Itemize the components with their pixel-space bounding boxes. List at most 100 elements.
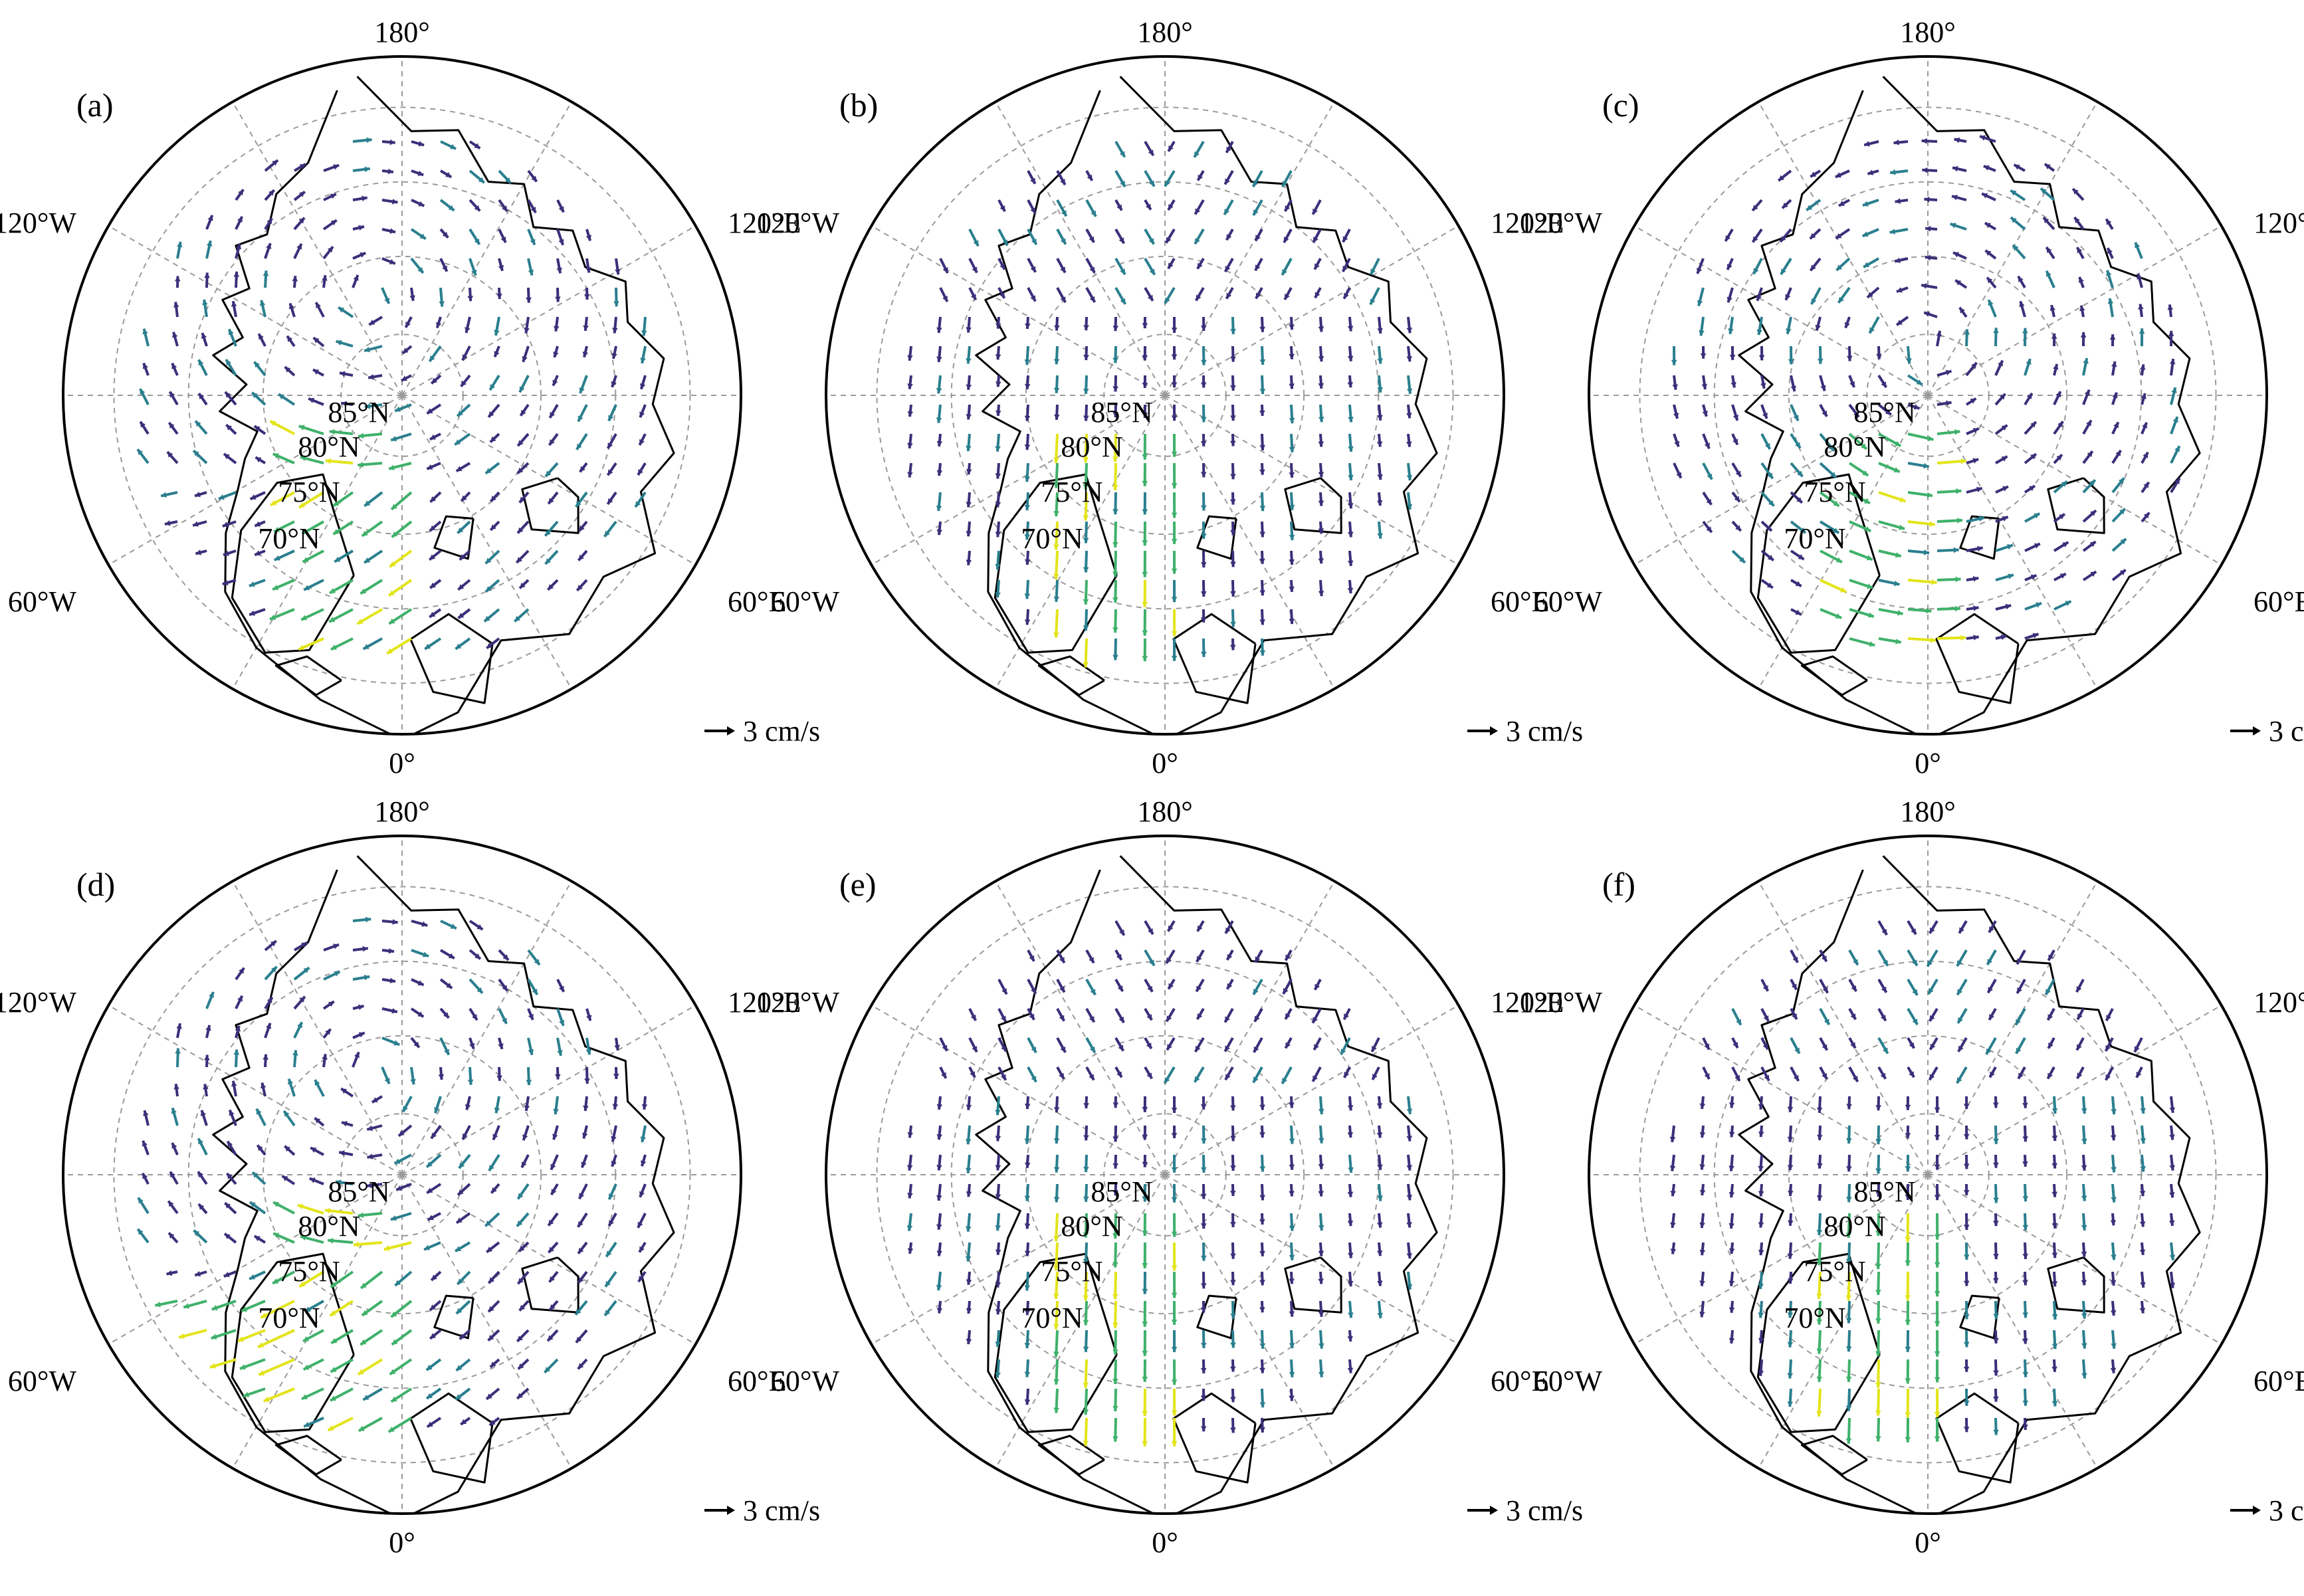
velocity-arrowhead — [1118, 1017, 1124, 1023]
velocity-arrowhead — [1787, 1136, 1794, 1142]
velocity-arrowhead — [1083, 625, 1089, 631]
velocity-arrowhead — [1945, 369, 1952, 375]
velocity-arrowhead — [531, 175, 537, 182]
velocity-arrowhead — [500, 237, 506, 243]
velocity-arrowhead — [1282, 1078, 1287, 1084]
meridian-line — [1927, 1174, 2098, 1469]
velocity-arrowhead — [1255, 292, 1261, 299]
latitude-circle — [262, 1035, 542, 1315]
velocity-arrowhead — [459, 1334, 466, 1340]
velocity-arrowhead — [297, 1203, 304, 1210]
velocity-arrowhead — [1259, 410, 1265, 416]
velocity-arrowhead — [304, 1421, 310, 1427]
velocity-arrowhead — [1758, 1249, 1764, 1256]
lon-label-bottom: 0° — [1915, 747, 1941, 779]
velocity-arrowhead — [1822, 1072, 1827, 1079]
velocity-arrowhead — [518, 1363, 524, 1369]
velocity-arrowhead — [1348, 503, 1354, 509]
velocity-arrowhead — [297, 1022, 302, 1029]
velocity-arrowhead — [394, 1158, 401, 1164]
velocity-arrowhead — [1822, 410, 1827, 417]
velocity-arrowhead — [1762, 1043, 1768, 1050]
velocity-arrowhead — [1989, 926, 1994, 933]
velocity-arrowhead — [1024, 559, 1031, 565]
velocity-arrowhead — [249, 1274, 256, 1280]
velocity-arrowhead — [1112, 1322, 1118, 1328]
velocity-arrowhead — [1230, 474, 1236, 480]
velocity-arrowhead — [2169, 1134, 2175, 1140]
velocity-arrowhead — [260, 1082, 266, 1089]
velocity-arrowhead — [906, 1225, 913, 1231]
velocity-arrowhead — [1318, 500, 1324, 506]
velocity-arrowhead — [1732, 415, 1739, 421]
velocity-arrowhead — [2000, 393, 2006, 400]
coastline — [1738, 90, 1917, 734]
velocity-arrowhead — [1895, 198, 1901, 204]
velocity-arrowhead — [1840, 587, 1847, 593]
velocity-arrowhead — [299, 1281, 306, 1287]
map-boundary — [62, 835, 742, 1515]
velocity-arrowhead — [1792, 1013, 1797, 1020]
velocity-arrowhead — [391, 436, 397, 442]
meridian-line — [1927, 1005, 2222, 1175]
velocity-arrowhead — [1259, 1427, 1265, 1433]
velocity-arrowhead — [1285, 1013, 1291, 1019]
velocity-arrowhead — [486, 643, 493, 648]
velocity-arrowhead — [1850, 1042, 1855, 1048]
velocity-arrowhead — [1165, 297, 1170, 304]
velocity-arrowhead — [1168, 145, 1174, 151]
velocity-arrowhead — [639, 1246, 645, 1252]
velocity-arrowhead — [1849, 381, 1855, 387]
velocity-arrowhead — [1259, 590, 1265, 596]
velocity-arrowhead — [1377, 1312, 1383, 1318]
velocity-arrowhead — [273, 1202, 280, 1207]
velocity-arrowhead — [401, 375, 407, 381]
velocity-arrowhead — [1786, 328, 1792, 334]
velocity-arrowhead — [263, 1396, 270, 1402]
velocity-arrowhead — [1024, 1250, 1031, 1256]
velocity-arrowhead — [518, 1193, 524, 1199]
velocity-arrowhead — [1259, 1195, 1265, 1201]
velocity-arrowhead — [164, 520, 171, 526]
velocity-arrowhead — [167, 451, 173, 458]
velocity-arrowhead — [1847, 355, 1853, 361]
velocity-arrowhead — [604, 530, 610, 537]
velocity-arrowhead — [1963, 1190, 1970, 1195]
velocity-arrowhead — [1289, 1138, 1295, 1144]
velocity-arrowhead — [936, 1104, 943, 1110]
velocity-arrowhead — [936, 505, 942, 512]
velocity-arrowhead — [907, 383, 913, 389]
velocity-arrowhead — [1846, 1197, 1852, 1203]
velocity-arrowhead — [1376, 500, 1383, 506]
velocity-arrowhead — [528, 1049, 534, 1055]
lat-label: 75°N — [278, 476, 340, 508]
velocity-arrowhead — [1314, 1044, 1319, 1050]
velocity-arrowhead — [1993, 1396, 1999, 1402]
velocity-arrowhead — [1756, 329, 1762, 336]
velocity-arrowhead — [1024, 1223, 1031, 1229]
coastline — [994, 1252, 1118, 1433]
velocity-arrowhead — [1314, 292, 1320, 298]
velocity-arrowhead — [313, 369, 319, 375]
velocity-arrowhead — [1912, 989, 1918, 995]
velocity-arrowhead — [429, 355, 435, 361]
velocity-arrowhead — [1929, 1074, 1935, 1080]
scale-label: 3 cm/s — [743, 715, 820, 748]
velocity-arrowhead — [490, 524, 496, 530]
velocity-arrowhead — [1785, 294, 1791, 300]
velocity-arrowhead — [1024, 1343, 1031, 1349]
velocity-arrowhead — [1788, 359, 1794, 365]
velocity-arrowhead — [1988, 987, 1994, 993]
velocity-arrowhead — [254, 426, 261, 432]
velocity-arrowhead — [1993, 1429, 1999, 1435]
velocity-arrowhead — [2090, 571, 2097, 577]
velocity-arrowhead — [635, 501, 641, 508]
velocity-arrowhead — [362, 946, 368, 952]
velocity-arrowhead — [457, 410, 463, 417]
velocity-arrowhead — [1347, 326, 1354, 332]
velocity-arrowhead — [342, 1121, 348, 1127]
velocity-arrowhead — [1927, 492, 1933, 498]
velocity-arrowhead — [166, 1270, 173, 1276]
velocity-arrowhead — [2053, 363, 2059, 370]
velocity-arrowhead — [548, 498, 554, 504]
